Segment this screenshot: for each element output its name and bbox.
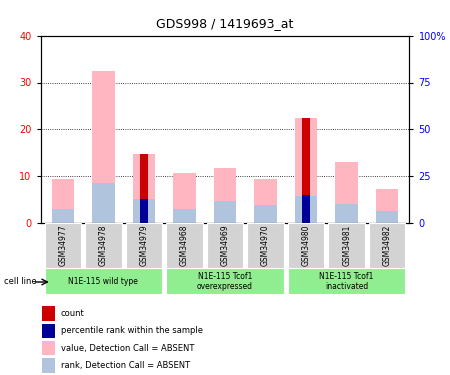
Bar (42, 358, 55, 373)
Bar (295, 118, 317, 223)
Bar (166, 268, 284, 294)
Text: cell line: cell line (4, 278, 37, 286)
Bar (92, 71, 114, 223)
Bar (42, 324, 55, 338)
Bar (173, 172, 196, 223)
Bar (295, 196, 317, 223)
Bar (133, 199, 155, 223)
Bar (42, 306, 55, 321)
Bar (45, 268, 162, 294)
Bar (302, 118, 310, 223)
Bar (166, 223, 203, 268)
Text: GDS998 / 1419693_at: GDS998 / 1419693_at (156, 17, 294, 30)
Bar (85, 223, 122, 268)
Text: GSM34979: GSM34979 (140, 225, 148, 266)
Bar (52, 178, 74, 223)
Bar (173, 209, 196, 223)
Bar (42, 341, 55, 356)
Bar (248, 223, 284, 268)
Text: GSM34977: GSM34977 (58, 225, 68, 266)
Bar (133, 154, 155, 223)
Bar (214, 201, 236, 223)
Text: GSM34978: GSM34978 (99, 225, 108, 266)
Text: N1E-115 Tcof1
inactivated: N1E-115 Tcof1 inactivated (320, 272, 374, 291)
Bar (207, 223, 243, 268)
Text: count: count (61, 309, 85, 318)
Bar (126, 223, 162, 268)
Bar (140, 199, 148, 223)
Bar (52, 209, 74, 223)
Bar (376, 211, 398, 223)
Text: rank, Detection Call = ABSENT: rank, Detection Call = ABSENT (61, 361, 190, 370)
Bar (288, 268, 405, 294)
Bar (302, 195, 310, 223)
Bar (45, 223, 81, 268)
Bar (254, 178, 277, 223)
Text: N1E-115 Tcof1
overexpressed: N1E-115 Tcof1 overexpressed (197, 272, 253, 291)
Text: GSM34980: GSM34980 (302, 225, 310, 266)
Text: GSM34970: GSM34970 (261, 225, 270, 266)
Bar (214, 168, 236, 223)
Bar (376, 189, 398, 223)
Text: percentile rank within the sample: percentile rank within the sample (61, 326, 203, 335)
Text: GSM34969: GSM34969 (220, 225, 230, 266)
Bar (288, 223, 324, 268)
Text: GSM34968: GSM34968 (180, 225, 189, 266)
Text: N1E-115 wild type: N1E-115 wild type (68, 277, 138, 286)
Text: GSM34981: GSM34981 (342, 225, 351, 266)
Bar (369, 223, 405, 268)
Bar (140, 154, 148, 223)
Bar (336, 162, 358, 223)
Bar (254, 206, 277, 223)
Text: value, Detection Call = ABSENT: value, Detection Call = ABSENT (61, 344, 194, 353)
Bar (328, 223, 365, 268)
Bar (92, 183, 114, 223)
Text: GSM34982: GSM34982 (382, 225, 392, 266)
Bar (336, 204, 358, 223)
